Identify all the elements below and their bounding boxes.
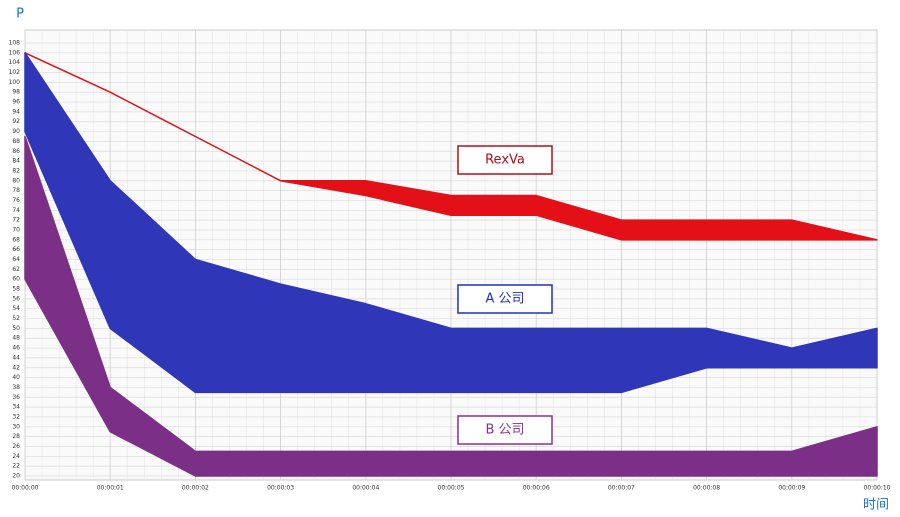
y-tick-label: 94 xyxy=(12,108,20,115)
range-band xyxy=(24,52,878,241)
y-tick-label: 68 xyxy=(12,236,20,243)
y-tick-label: 82 xyxy=(12,167,20,174)
x-tick-label: 00:00:07 xyxy=(608,485,635,492)
x-axis-title: 时间 xyxy=(863,498,889,513)
range-band xyxy=(24,135,878,477)
series-label-box xyxy=(457,145,553,175)
y-tick-label: 42 xyxy=(12,364,20,371)
y-tick-label: 56 xyxy=(12,295,20,302)
y-tick-label: 74 xyxy=(12,207,20,214)
y-tick-label: 28 xyxy=(12,433,20,440)
series-label: A 公司 xyxy=(485,292,524,307)
x-tick-label: 00:00:00 xyxy=(12,485,39,492)
y-tick-label: 76 xyxy=(12,197,20,204)
y-tick-label: 58 xyxy=(12,286,20,293)
y-tick-label: 60 xyxy=(12,276,20,283)
y-tick-label: 26 xyxy=(12,443,20,450)
y-tick-label: 24 xyxy=(12,453,20,460)
y-tick-label: 62 xyxy=(12,266,20,273)
y-tick-label: 40 xyxy=(12,374,20,381)
y-tick-label: 72 xyxy=(12,217,20,224)
y-tick-label: 64 xyxy=(12,256,20,263)
x-tick-label: 00:00:08 xyxy=(693,485,720,492)
y-tick-label: 80 xyxy=(12,177,20,184)
x-tick-label: 00:00:09 xyxy=(778,485,805,492)
y-tick-label: 106 xyxy=(9,49,21,56)
y-tick-label: 32 xyxy=(12,413,20,420)
y-tick-label: 84 xyxy=(12,158,20,165)
y-tick-label: 86 xyxy=(12,148,20,155)
range-band xyxy=(24,52,878,394)
y-tick-label: 78 xyxy=(12,187,20,194)
x-tick-label: 00:00:06 xyxy=(523,485,550,492)
y-tick-label: 38 xyxy=(12,384,20,391)
y-tick-label: 34 xyxy=(12,404,20,411)
y-tick-label: 96 xyxy=(12,99,20,106)
series-label: B 公司 xyxy=(485,423,524,438)
y-tick-label: 108 xyxy=(9,40,21,47)
y-tick-label: 104 xyxy=(9,59,21,66)
series-label: RexVa xyxy=(485,153,525,168)
y-tick-label: 102 xyxy=(9,69,21,76)
y-tick-label: 52 xyxy=(12,315,20,322)
x-tick-label: 00:00:01 xyxy=(97,485,124,492)
y-tick-label: 66 xyxy=(12,246,20,253)
x-tick-label: 00:00:04 xyxy=(352,485,379,492)
y-tick-label: 50 xyxy=(12,325,20,332)
x-tick-label: 00:00:05 xyxy=(438,485,465,492)
y-tick-label: 70 xyxy=(12,226,20,233)
y-tick-label: 54 xyxy=(12,305,20,312)
y-tick-label: 100 xyxy=(9,79,21,86)
y-tick-label: 46 xyxy=(12,345,20,352)
y-axis-title: P xyxy=(16,7,24,22)
series-label-box xyxy=(457,284,553,314)
y-tick-label: 30 xyxy=(12,423,20,430)
y-tick-label: 36 xyxy=(12,394,20,401)
x-tick-label: 00:00:02 xyxy=(182,485,209,492)
y-tick-label: 92 xyxy=(12,118,20,125)
y-tick-label: 98 xyxy=(12,89,20,96)
series-label-box xyxy=(457,415,553,445)
y-tick-label: 22 xyxy=(12,463,20,470)
bands xyxy=(24,52,878,477)
y-tick-label: 90 xyxy=(12,128,20,135)
x-tick-label: 00:00:10 xyxy=(864,485,891,492)
y-tick-label: 44 xyxy=(12,354,20,361)
y-tick-label: 88 xyxy=(12,138,20,145)
y-tick-label: 20 xyxy=(12,473,20,480)
y-tick-label: 48 xyxy=(12,335,20,342)
x-tick-label: 00:00:03 xyxy=(267,485,294,492)
